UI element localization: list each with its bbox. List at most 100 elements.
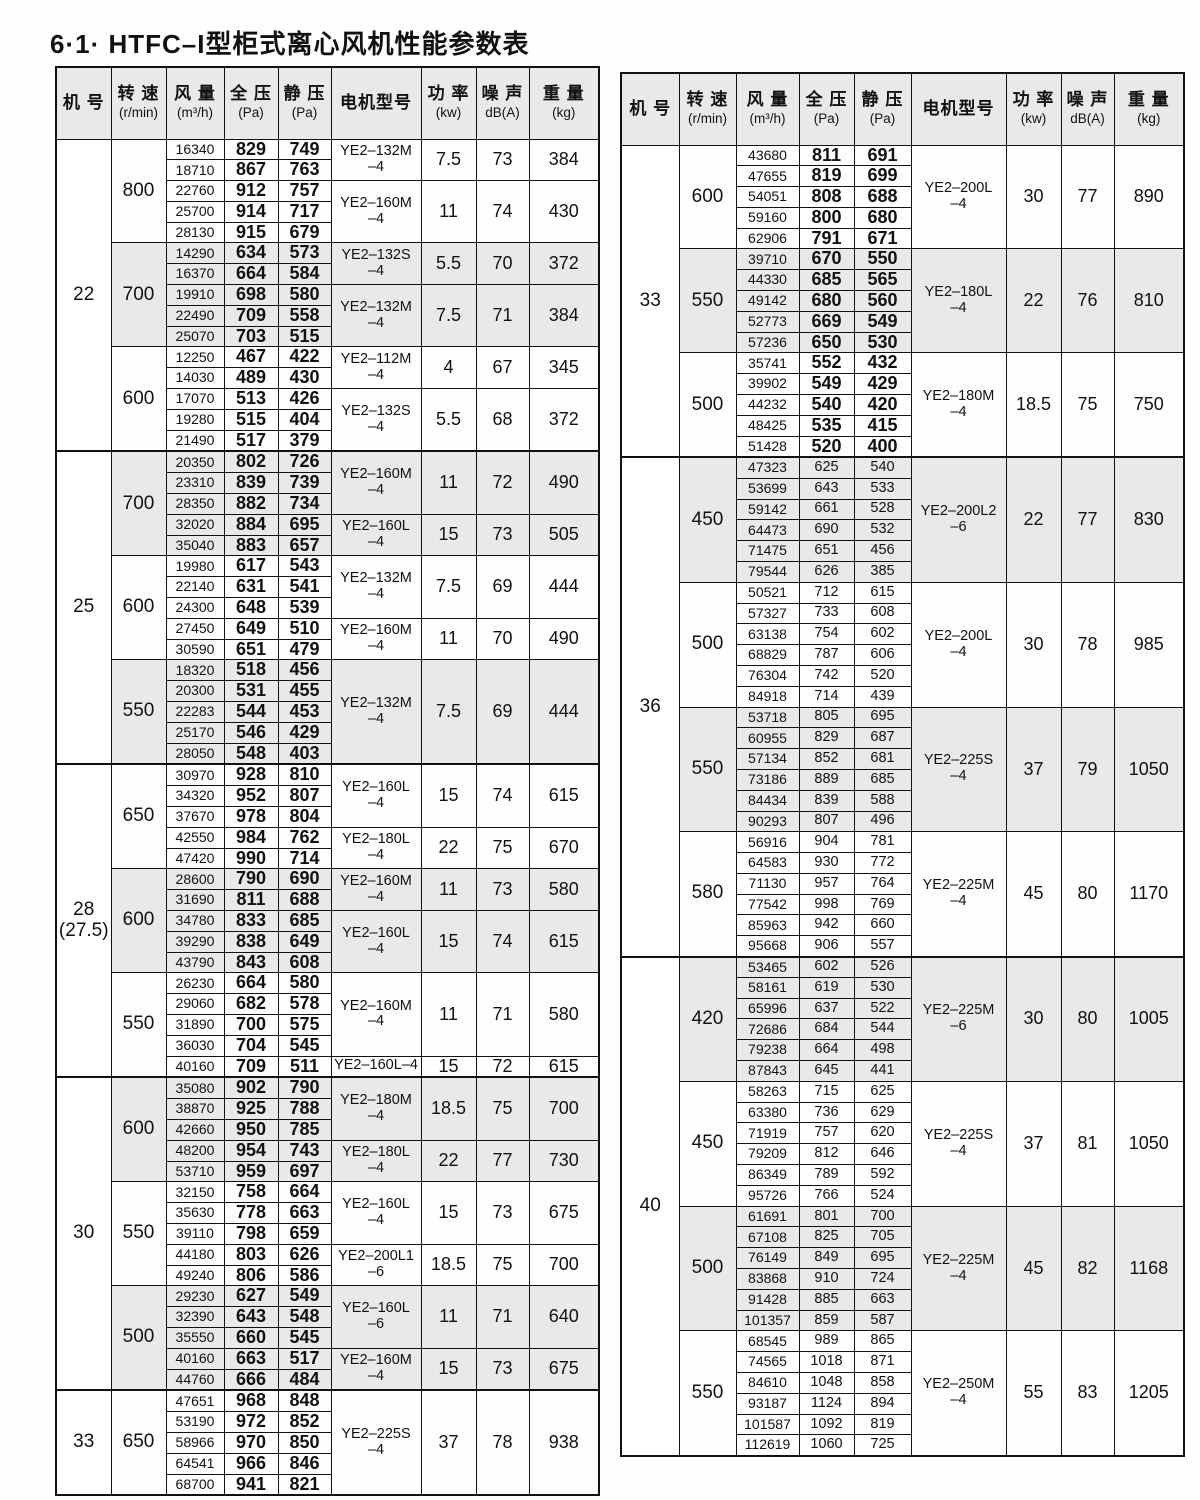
total-pressure-cell: 910 — [798, 1268, 855, 1290]
table-row: 700 14290 634 573 YE2–132S –4 5.5 70 372 — [56, 242, 600, 348]
total-pressure-cell: 883 — [223, 534, 279, 557]
airflow-cell: 53710 — [165, 1160, 225, 1183]
noise-cell: 73 — [475, 1181, 530, 1245]
airflow-cell: 25070 — [165, 325, 225, 348]
motor-model-cell: YE2–200L1 –6 — [330, 1243, 422, 1287]
total-pressure-cell: 625 — [798, 456, 855, 479]
table-row: 37670 978 804 — [56, 806, 599, 828]
total-pressure-cell: 867 — [223, 159, 279, 182]
airflow-cell: 43790 — [165, 951, 225, 974]
total-pressure-cell: 651 — [798, 540, 855, 562]
total-pressure-cell: 467 — [223, 346, 279, 369]
table-row: 24300 648 539 — [56, 597, 599, 619]
static-pressure-cell: 695 — [853, 1247, 912, 1270]
total-pressure-cell: 709 — [223, 304, 279, 327]
total-pressure-cell: 1124 — [798, 1392, 855, 1415]
total-pressure-cell: 805 — [798, 706, 855, 729]
table-row: 25 700 20350 802 726 YE2–160M –4 11 72 490 — [55, 450, 600, 765]
table-row: 40160 663 517 YE2–160M –4 15 73 675 — [56, 1347, 600, 1391]
column-header: 风 量 (m³/h) — [165, 66, 225, 140]
total-pressure-cell: 682 — [223, 993, 279, 1015]
table-row: 59142 661 528 — [621, 498, 1184, 521]
static-pressure-cell: 587 — [853, 1309, 912, 1332]
table-row: 79238 664 498 — [621, 1039, 1184, 1062]
static-pressure-cell: 659 — [277, 1222, 332, 1245]
table-row: 38870 925 788 — [56, 1098, 599, 1120]
airflow-cell: 85963 — [735, 914, 800, 937]
static-pressure-cell: 517 — [277, 1347, 332, 1370]
airflow-cell: 77542 — [735, 893, 800, 916]
airflow-cell: 31690 — [165, 889, 225, 911]
noise-cell: 69 — [475, 555, 530, 619]
total-pressure-cell: 712 — [798, 581, 855, 604]
noise-cell: 79 — [1060, 706, 1115, 833]
speed-cell: 500 — [678, 581, 737, 708]
table-row: 17070 513 426 YE2–132S –4 5.5 68 372 — [56, 388, 600, 452]
noise-cell: 67 — [475, 346, 530, 390]
static-pressure-cell: 705 — [853, 1226, 912, 1249]
column-header: 全 压 (Pa) — [798, 72, 855, 146]
total-pressure-cell: 617 — [223, 555, 279, 578]
motor-model-cell: YE2–160L–4 — [330, 909, 422, 974]
total-pressure-cell: 812 — [798, 1143, 855, 1166]
table-row: 22 800 16340 829 749 YE2–132M –4 7.5 73 384 — [55, 138, 600, 452]
static-pressure-cell: 724 — [853, 1268, 912, 1290]
total-pressure-cell: 972 — [223, 1411, 279, 1433]
table-row: 500 50521 712 615 YE2–200L –4 30 78 985 — [621, 581, 1185, 708]
airflow-cell: 53699 — [735, 477, 800, 500]
motor-model-cell: YE2–225M –6 — [910, 955, 1007, 1082]
static-pressure-cell: 403 — [277, 742, 332, 765]
airflow-cell: 29230 — [165, 1285, 225, 1308]
airflow-cell: 58263 — [735, 1080, 800, 1103]
static-pressure-cell: 511 — [277, 1055, 332, 1078]
total-pressure-cell: 661 — [798, 498, 855, 521]
noise-cell: 73 — [475, 1347, 530, 1391]
static-pressure-cell: 580 — [277, 972, 332, 995]
speed-cell: 650 — [110, 1389, 167, 1496]
table-row: 35550 660 545 — [56, 1326, 599, 1349]
motor-model-cell: YE2–112M –4 — [330, 346, 422, 390]
airflow-cell: 28050 — [165, 742, 225, 765]
table-row: 550 18320 518 456 YE2–132M –4 7.5 69 444 — [56, 659, 600, 765]
noise-cell: 77 — [1060, 144, 1115, 250]
total-pressure-cell: 906 — [798, 935, 855, 958]
static-pressure-cell: 549 — [853, 310, 912, 333]
total-pressure-cell: 1048 — [798, 1372, 855, 1394]
airflow-cell: 14030 — [165, 367, 225, 390]
power-cell: 22 — [1005, 456, 1062, 583]
static-pressure-cell: 420 — [853, 394, 912, 416]
noise-cell: 71 — [475, 972, 530, 1057]
weight-cell: 444 — [528, 555, 600, 619]
table-row: 79544 626 385 — [621, 560, 1184, 583]
power-cell: 11 — [420, 868, 477, 911]
noise-cell: 70 — [475, 617, 530, 661]
total-pressure-cell: 619 — [798, 976, 855, 999]
airflow-cell: 14290 — [165, 242, 225, 265]
noise-cell: 71 — [475, 1285, 530, 1349]
speed-cell: 450 — [678, 456, 737, 583]
speed-cell: 550 — [678, 248, 737, 354]
airflow-cell: 40160 — [165, 1055, 225, 1078]
table-row: 580 56916 904 781 YE2–225M –4 45 80 1170 — [621, 831, 1185, 958]
airflow-cell: 44330 — [735, 269, 800, 292]
performance-table: 机 号转 速 (r/min) 风 量 (m³/h) 全 压 (Pa) 静 压 (Pa) 电机型号… — [55, 66, 600, 1497]
noise-cell: 75 — [475, 826, 530, 870]
total-pressure-cell: 829 — [798, 727, 855, 750]
static-pressure-cell: 625 — [853, 1080, 912, 1103]
static-pressure-cell: 757 — [277, 180, 332, 202]
total-pressure-cell: 942 — [798, 914, 855, 937]
motor-model-cell: YE2–160L–4 — [330, 513, 422, 557]
weight-cell: 490 — [528, 450, 600, 515]
airflow-cell: 32150 — [165, 1181, 225, 1204]
column-header: 转 速 (r/min) — [678, 72, 737, 146]
total-pressure-cell: 535 — [798, 414, 855, 437]
static-pressure-cell: 687 — [853, 727, 912, 750]
table-row: 43790 843 608 — [56, 951, 599, 974]
static-pressure-cell: 532 — [853, 519, 912, 542]
airflow-cell: 19980 — [165, 555, 225, 578]
weight-cell: 830 — [1113, 456, 1185, 583]
table-row: 550 26230 664 580 YE2–160M –4 11 71 580 — [56, 972, 600, 1078]
total-pressure-cell: 645 — [798, 1060, 855, 1082]
static-pressure-cell: 846 — [277, 1452, 332, 1475]
airflow-cell: 19910 — [165, 284, 225, 306]
